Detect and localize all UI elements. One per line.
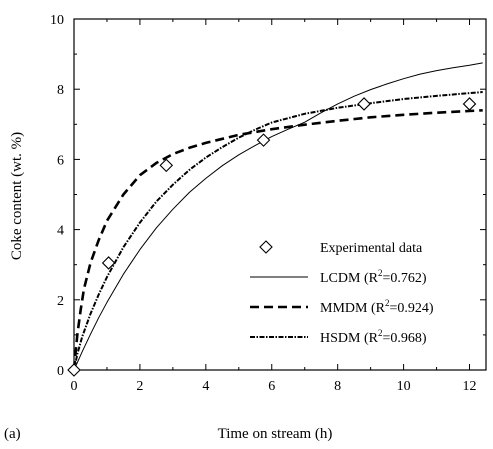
y-tick-label: 0 <box>57 364 64 379</box>
experimental-data-point <box>256 133 271 147</box>
lcdm-series-line <box>73 62 483 371</box>
plot-area-border <box>73 18 487 371</box>
x-tick-label: 12 <box>463 379 477 394</box>
x-tick-label: 6 <box>268 379 275 394</box>
legend-label-experimental-data: Experimental data <box>320 241 423 256</box>
experimental-data-point <box>101 256 116 270</box>
y-tick-label: 6 <box>57 153 64 168</box>
y-tick-label: 10 <box>50 13 64 28</box>
x-tick-label: 8 <box>334 379 341 394</box>
experimental-data-point <box>67 363 81 377</box>
legend-swatch-experimental-data <box>259 240 273 254</box>
legend-label-hsdm: HSDM (R2=0.968) <box>320 328 427 346</box>
legend-label-mmdm: MMDM (R2=0.924) <box>320 298 434 316</box>
experimental-data-point <box>462 97 477 111</box>
x-tick-label: 4 <box>202 379 209 394</box>
mmdm-series-line <box>72 109 483 371</box>
x-tick-label: 0 <box>71 379 78 394</box>
x-axis-title: Time on stream (h) <box>218 426 333 442</box>
y-tick-label: 2 <box>57 294 64 309</box>
legend-label-lcdm: LCDM (R2=0.762) <box>320 268 427 286</box>
y-axis-title: Coke content (wt. %) <box>9 132 25 260</box>
y-tick-label: 4 <box>57 224 64 239</box>
experimental-data-point <box>159 158 174 173</box>
y-tick-label: 8 <box>57 83 64 98</box>
x-tick-label: 10 <box>397 379 411 394</box>
x-tick-label: 2 <box>136 379 143 394</box>
experimental-data-point <box>357 97 371 111</box>
panel-label: (a) <box>4 426 21 442</box>
